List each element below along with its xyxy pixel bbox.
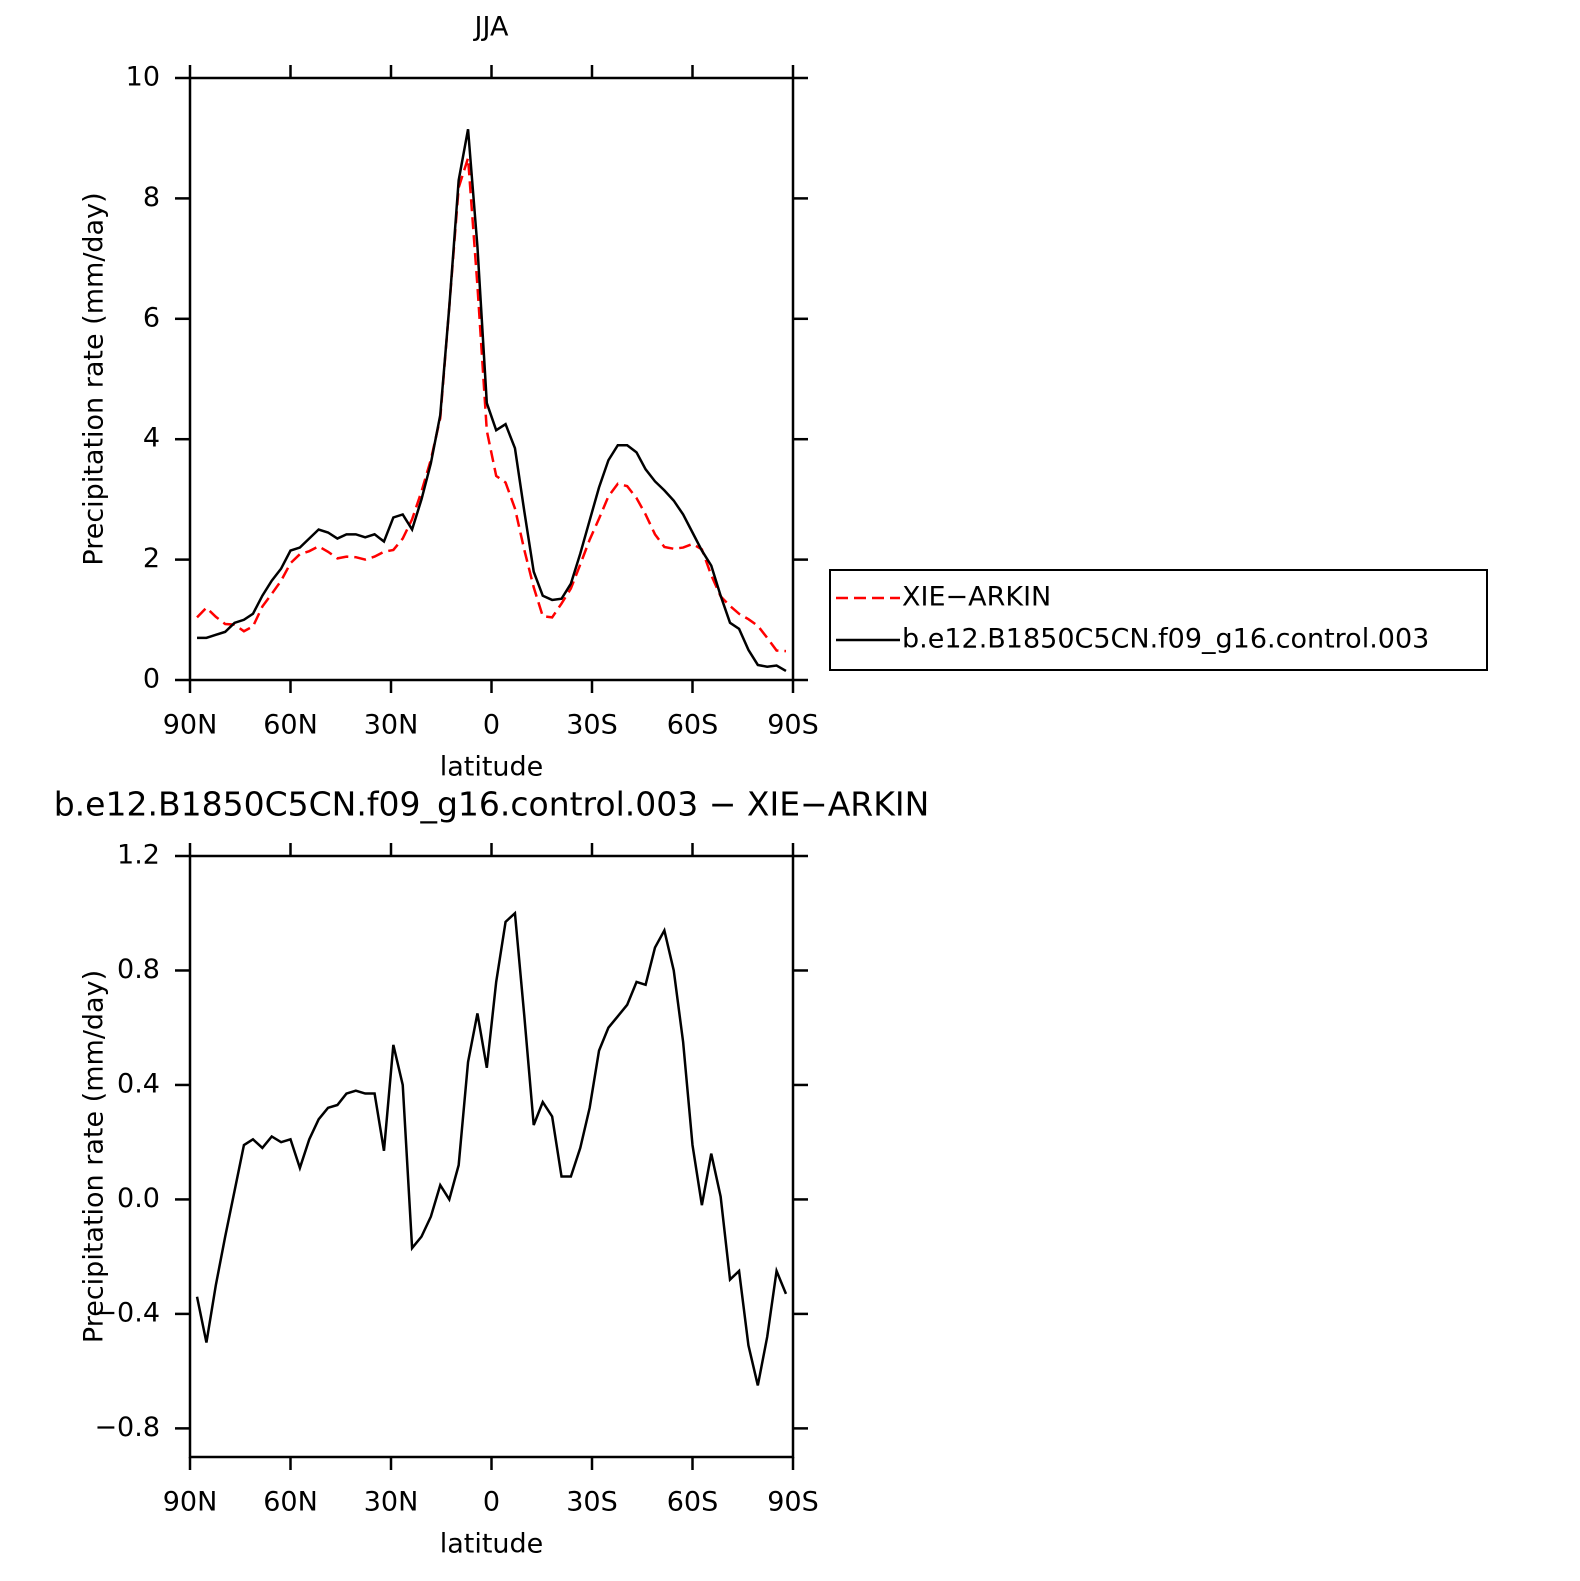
y-tick-label: 0 (143, 664, 160, 695)
y-tick-label: 8 (143, 182, 160, 213)
x-tick-label: 30S (566, 710, 618, 741)
x-tick-label: 60N (263, 1487, 318, 1518)
x-tick-label: 60S (667, 710, 719, 741)
y-axis-label: Precipitation rate (mm/day) (79, 192, 110, 565)
plot-frame (188, 76, 795, 682)
series-line (195, 910, 788, 1386)
plot-frame (188, 854, 795, 1459)
x-tick-label: 60S (667, 1487, 719, 1518)
x-tick-label: 30N (364, 710, 419, 741)
y-tick-label: 1.2 (117, 840, 160, 871)
x-tick-label: 0 (483, 710, 500, 741)
x-tick-label: 60N (263, 710, 318, 741)
y-tick-label: −0.4 (94, 1297, 160, 1328)
series-line (196, 157, 787, 653)
chart-title: JJA (473, 12, 509, 43)
legend-label: b.e12.B1850C5CN.f09_g16.control.003 (902, 624, 1429, 655)
legend-box (829, 569, 1488, 671)
x-tick-label: 30N (364, 1487, 419, 1518)
y-tick-label: 0.8 (117, 954, 160, 985)
y-tick-label: 2 (143, 543, 160, 574)
x-tick-label: 90N (163, 710, 218, 741)
y-tick-label: 4 (143, 423, 160, 454)
x-tick-label: 0 (483, 1487, 500, 1518)
y-tick-label: 6 (143, 302, 160, 333)
x-tick-label: 90S (767, 1487, 819, 1518)
legend-label: XIE−ARKIN (902, 582, 1051, 613)
y-tick-label: −0.8 (94, 1412, 160, 1443)
x-tick-label: 30S (566, 1487, 618, 1518)
y-tick-label: 0.0 (117, 1183, 160, 1214)
y-axis-label: Precipitation rate (mm/day) (79, 970, 110, 1343)
x-axis-label: latitude (440, 752, 544, 783)
series-line (197, 128, 787, 673)
x-axis-label: latitude (440, 1529, 544, 1560)
x-tick-label: 90N (163, 1487, 218, 1518)
x-tick-label: 90S (767, 710, 819, 741)
y-tick-label: 10 (126, 62, 160, 93)
y-tick-label: 0.4 (117, 1068, 160, 1099)
chart-title: b.e12.B1850C5CN.f09_g16.control.003 − XI… (54, 785, 930, 824)
